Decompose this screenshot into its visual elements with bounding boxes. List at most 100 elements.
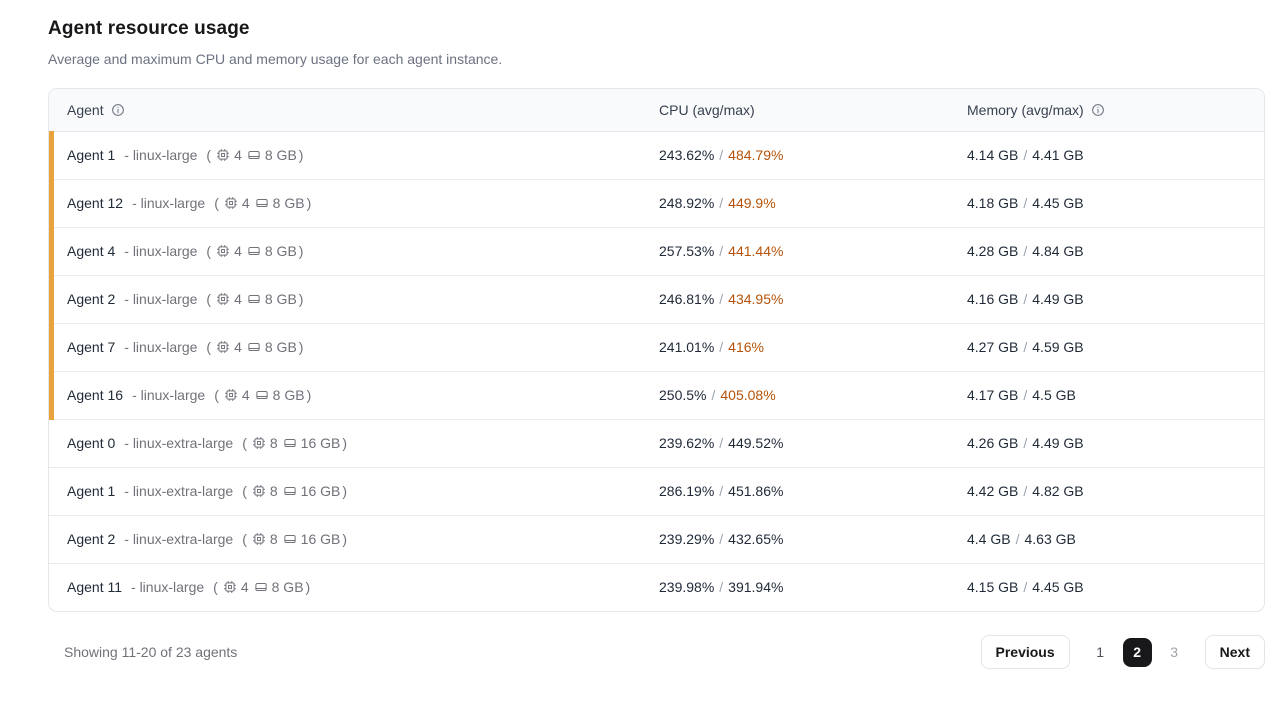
cpu-cell: 257.53%/441.44% (641, 227, 949, 276)
cpu-avg-value: 246.81% (659, 291, 715, 307)
agent-spec: ( 4 8 GB ) (206, 339, 303, 355)
spec-open-paren: ( (242, 435, 247, 451)
value-separator: / (719, 291, 724, 307)
memory-cell: 4.28 GB/4.84 GB (949, 227, 1264, 276)
agent-name: Agent 1 (67, 147, 116, 163)
agent-name: Agent 0 (67, 435, 116, 451)
cpu-cell: 246.81%/434.95% (641, 275, 949, 324)
table-row[interactable]: Agent 12 - linux-large ( 4 8 GB ) 248.92… (49, 178, 1264, 228)
spec-ram: 8 GB (264, 243, 297, 259)
spec-cores: 8 (269, 483, 278, 499)
ram-icon (244, 340, 263, 354)
memory-cell: 4.17 GB/4.5 GB (949, 371, 1264, 420)
spec-ram: 16 GB (300, 531, 341, 547)
info-icon[interactable] (111, 103, 125, 117)
agent-name: Agent 7 (67, 339, 116, 355)
cpu-cell: 286.19%/451.86% (641, 467, 949, 516)
value-separator: / (719, 483, 724, 499)
table-body: Agent 1 - linux-large ( 4 8 GB ) 243.62%… (49, 130, 1264, 611)
agent-spec: ( 8 16 GB ) (242, 531, 347, 547)
warning-bar (49, 178, 54, 228)
table-row[interactable]: Agent 11 - linux-large ( 4 8 GB ) 239.98… (49, 563, 1264, 611)
cpu-icon (249, 436, 268, 450)
table-row[interactable]: Agent 7 - linux-large ( 4 8 GB ) 241.01%… (49, 322, 1264, 372)
spec-close-paren: ) (342, 531, 348, 547)
column-header-agent-label: Agent (67, 101, 104, 118)
memory-cell: 4.26 GB/4.49 GB (949, 419, 1264, 468)
spec-cores: 4 (234, 243, 242, 259)
memory-max-value: 4.59 GB (1032, 339, 1084, 355)
agent-name: Agent 4 (67, 243, 116, 259)
next-button[interactable]: Next (1204, 635, 1265, 669)
cpu-avg-value: 248.92% (659, 195, 715, 211)
ram-icon (280, 532, 299, 546)
table-header-row: Agent CPU (avg/max) Memory (a (49, 89, 1264, 132)
memory-max-value: 4.63 GB (1024, 531, 1076, 547)
spec-ram: 8 GB (271, 579, 304, 596)
cpu-max-value: 405.08% (720, 387, 776, 403)
cpu-cell: 239.98%/391.94% (641, 563, 949, 611)
cpu-max-value: 449.9% (728, 195, 776, 211)
cpu-avg-value: 257.53% (659, 243, 715, 259)
value-separator: / (1023, 483, 1028, 499)
spec-open-paren: ( (206, 339, 212, 355)
info-icon[interactable] (1091, 103, 1105, 117)
ram-icon (244, 244, 263, 258)
agent-cell: Agent 4 - linux-large ( 4 8 GB ) (49, 226, 641, 276)
memory-avg-value: 4.26 GB (967, 435, 1019, 451)
cpu-icon (213, 340, 232, 354)
agent-spec: ( 8 16 GB ) (242, 483, 347, 499)
page-button-2[interactable]: 2 (1122, 637, 1152, 667)
cpu-cell: 239.62%/449.52% (641, 419, 949, 468)
page-button-3[interactable]: 3 (1160, 638, 1189, 667)
memory-max-value: 4.5 GB (1032, 387, 1076, 403)
warning-bar (49, 130, 54, 180)
cpu-icon (213, 244, 232, 258)
cpu-avg-value: 250.5% (659, 387, 707, 403)
agent-name: Agent 2 (67, 531, 116, 547)
spec-cores: 8 (269, 531, 278, 547)
value-separator: / (719, 195, 724, 211)
table-row[interactable]: Agent 0 - linux-extra-large ( 8 16 GB ) … (49, 419, 1264, 468)
memory-cell: 4.16 GB/4.49 GB (949, 275, 1264, 324)
table-row[interactable]: Agent 16 - linux-large ( 4 8 GB ) 250.5%… (49, 370, 1264, 420)
value-separator: / (719, 531, 724, 547)
memory-cell: 4.42 GB/4.82 GB (949, 467, 1264, 516)
agent-machine-type: - linux-large (132, 387, 206, 403)
column-header-memory: Memory (avg/max) (949, 89, 1264, 132)
value-separator: / (1023, 435, 1028, 451)
previous-button[interactable]: Previous (980, 635, 1070, 669)
spec-ram: 8 GB (264, 147, 297, 163)
table-row[interactable]: Agent 2 - linux-large ( 4 8 GB ) 246.81%… (49, 274, 1264, 324)
table-row[interactable]: Agent 1 - linux-large ( 4 8 GB ) 243.62%… (49, 130, 1264, 180)
showing-count: Showing 11-20 of 23 agents (64, 644, 238, 660)
spec-cores: 4 (240, 579, 249, 596)
value-separator: / (719, 579, 724, 596)
warning-bar (49, 370, 54, 420)
cpu-cell: 243.62%/484.79% (641, 131, 949, 180)
agent-name: Agent 11 (67, 579, 123, 596)
agent-spec: ( 4 8 GB ) (214, 387, 311, 403)
agent-machine-type: - linux-extra-large (124, 531, 234, 547)
agent-name: Agent 1 (67, 483, 116, 499)
memory-max-value: 4.45 GB (1032, 579, 1084, 596)
spec-cores: 8 (269, 435, 278, 451)
agent-spec: ( 4 8 GB ) (206, 147, 303, 163)
table-row[interactable]: Agent 1 - linux-extra-large ( 8 16 GB ) … (49, 467, 1264, 516)
memory-cell: 4.15 GB/4.45 GB (949, 563, 1264, 611)
cpu-icon (221, 196, 240, 210)
ram-icon (252, 196, 271, 210)
cpu-icon (221, 388, 240, 402)
table-row[interactable]: Agent 2 - linux-extra-large ( 8 16 GB ) … (49, 515, 1264, 564)
memory-max-value: 4.49 GB (1032, 435, 1084, 451)
cpu-avg-value: 239.29% (659, 531, 715, 547)
table-row[interactable]: Agent 4 - linux-large ( 4 8 GB ) 257.53%… (49, 226, 1264, 276)
page-button-1[interactable]: 1 (1086, 638, 1115, 667)
agent-machine-type: - linux-extra-large (124, 483, 234, 499)
cpu-max-value: 441.44% (728, 243, 784, 259)
column-header-cpu-label: CPU (avg/max) (659, 101, 755, 118)
agent-table-card: Agent CPU (avg/max) Memory (a (48, 88, 1265, 612)
agent-spec: ( 4 8 GB ) (213, 579, 310, 595)
cpu-max-value: 391.94% (728, 579, 784, 596)
